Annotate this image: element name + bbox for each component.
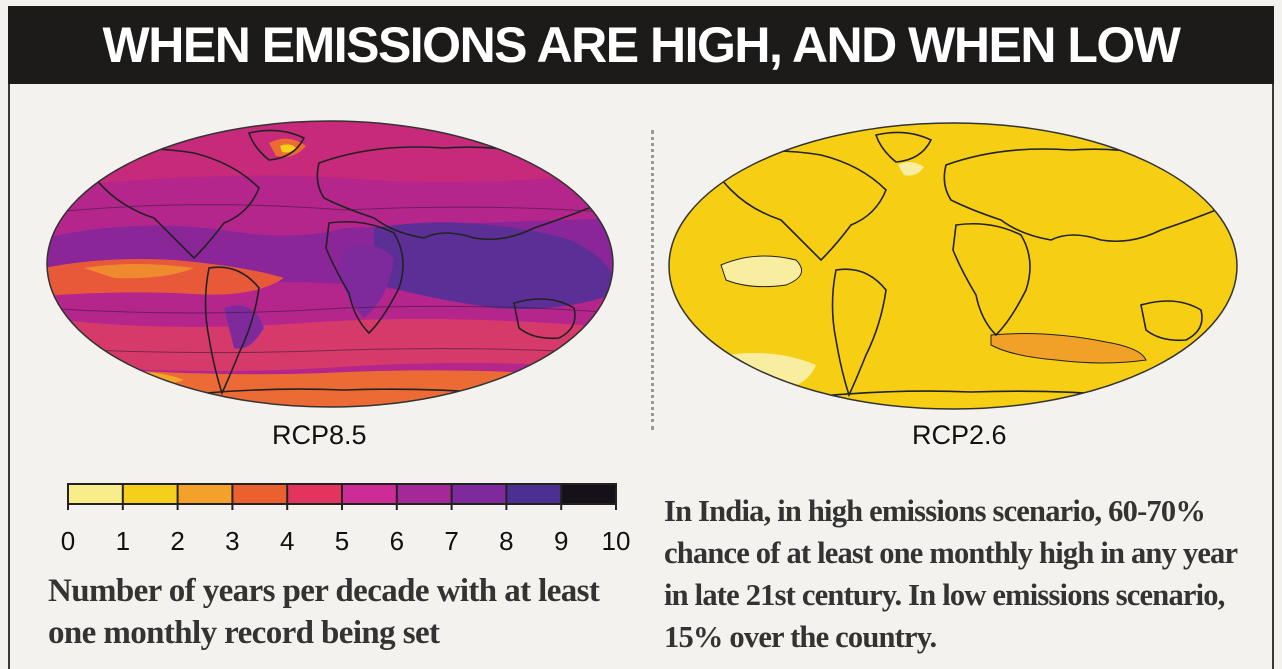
field-pale-arctic — [898, 161, 924, 176]
outline-australia — [513, 298, 576, 340]
colorbar-tick-label: 1 — [116, 526, 130, 556]
colorbar-swatch — [561, 484, 616, 504]
outline-eurasia — [943, 148, 1224, 243]
colorbar-caption: Number of years per decade with at least… — [48, 573, 600, 651]
colorbar-tick-label: 2 — [170, 526, 184, 556]
colorbar-tick-label: 9 — [554, 526, 568, 556]
outline-eurasia — [316, 146, 597, 241]
colorbar-tick-label: 6 — [390, 526, 404, 556]
field-gold-eq — [84, 264, 194, 279]
page-title-text: WHEN EMISSIONS ARE HIGH, AND WHEN LOW — [102, 17, 1181, 73]
outline-south-america — [204, 266, 260, 396]
outline-north-america — [709, 150, 887, 262]
field-pale-pacific — [721, 256, 802, 287]
colorbar-tick-label: 10 — [602, 526, 631, 556]
outline-north-america — [82, 148, 260, 260]
colorbar-swatch — [396, 484, 452, 504]
colorbar-tick-label: 8 — [499, 526, 513, 556]
colorbar-swatch — [177, 484, 233, 504]
field-hotspot-core — [280, 144, 296, 153]
field-america-purple — [224, 305, 264, 349]
colorbar-tick-label: 4 — [280, 526, 294, 556]
outline-orange-southern — [990, 333, 1147, 364]
outline-greenland — [247, 129, 306, 161]
outline-pale-pacific — [720, 255, 803, 288]
outline-africa — [325, 220, 404, 335]
colorbar-swatch — [68, 484, 123, 504]
colorbar-tick-label: 5 — [335, 526, 349, 556]
map-rcp26 — [668, 122, 1238, 410]
colorbar-swatch — [342, 484, 397, 504]
outline-greenland — [874, 131, 933, 163]
field-red-south — [47, 318, 613, 372]
map-divider — [651, 130, 654, 430]
colorbar-swatch — [232, 484, 288, 504]
outline-africa — [952, 222, 1031, 337]
outline-australia — [1140, 300, 1203, 342]
field-orange-southern — [991, 333, 1146, 363]
colorbar-tick-label: 3 — [225, 526, 239, 556]
colorbar-swatch — [451, 484, 507, 504]
field-africa-purple — [339, 244, 394, 318]
map-label-rcp26: RCP2.6 — [912, 420, 1007, 450]
india-note: In India, in high emissions scenario, 60… — [664, 494, 1238, 654]
colorbar-swatch — [506, 484, 562, 504]
content-frame — [8, 84, 1274, 669]
field-deep-indian — [374, 222, 613, 309]
colorbar-tick-label: 0 — [61, 526, 75, 556]
outline-south-america — [831, 268, 887, 398]
colorbar: 0 1 2 3 4 5 6 7 8 9 10 — [61, 483, 631, 556]
map-label-rcp85: RCP8.5 — [272, 420, 367, 450]
colorbar-tick-label: 7 — [444, 526, 458, 556]
map-rcp85 — [46, 120, 614, 408]
colorbar-swatch — [287, 484, 342, 504]
page-title: WHEN EMISSIONS ARE HIGH, AND WHEN LOW — [8, 6, 1274, 84]
colorbar-swatch — [122, 484, 178, 504]
